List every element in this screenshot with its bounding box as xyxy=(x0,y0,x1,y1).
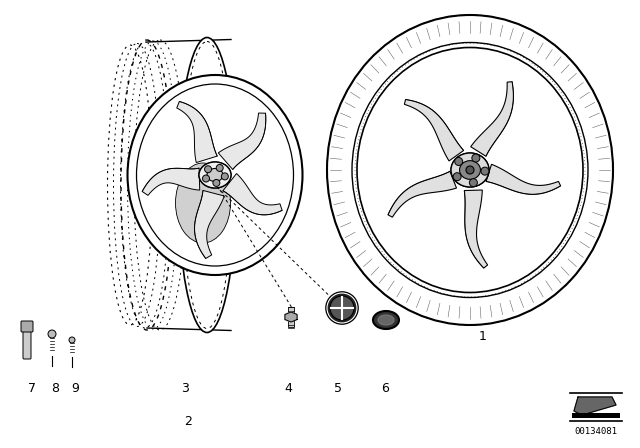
FancyBboxPatch shape xyxy=(572,413,620,418)
Circle shape xyxy=(481,167,489,175)
Text: 1: 1 xyxy=(479,330,487,343)
Polygon shape xyxy=(486,164,561,194)
Ellipse shape xyxy=(207,168,223,181)
Circle shape xyxy=(453,172,461,181)
FancyBboxPatch shape xyxy=(21,321,33,332)
Polygon shape xyxy=(285,312,297,322)
Ellipse shape xyxy=(460,161,481,179)
Circle shape xyxy=(330,296,354,320)
Ellipse shape xyxy=(199,162,231,188)
Text: 6: 6 xyxy=(381,382,389,395)
Circle shape xyxy=(221,173,228,180)
FancyBboxPatch shape xyxy=(23,329,31,359)
Circle shape xyxy=(472,154,480,162)
Circle shape xyxy=(48,330,56,338)
Polygon shape xyxy=(177,101,217,163)
Ellipse shape xyxy=(199,162,231,188)
Text: 9: 9 xyxy=(71,382,79,395)
Circle shape xyxy=(216,164,223,172)
Text: 3: 3 xyxy=(181,382,189,395)
Text: 00134081: 00134081 xyxy=(575,427,618,436)
Ellipse shape xyxy=(327,15,613,325)
FancyBboxPatch shape xyxy=(288,307,294,327)
Polygon shape xyxy=(218,113,266,169)
Ellipse shape xyxy=(352,43,588,297)
Polygon shape xyxy=(388,171,456,217)
Text: 7: 7 xyxy=(28,382,36,395)
Polygon shape xyxy=(574,397,616,415)
Circle shape xyxy=(466,166,474,174)
Circle shape xyxy=(454,157,463,165)
Polygon shape xyxy=(404,99,463,161)
Ellipse shape xyxy=(357,47,583,293)
Text: 2: 2 xyxy=(184,415,192,428)
Circle shape xyxy=(326,292,358,324)
Ellipse shape xyxy=(127,75,303,275)
Text: 5: 5 xyxy=(334,382,342,395)
Polygon shape xyxy=(142,168,200,195)
Ellipse shape xyxy=(175,163,230,243)
Text: 4: 4 xyxy=(284,382,292,395)
Ellipse shape xyxy=(178,38,236,332)
Polygon shape xyxy=(470,82,513,156)
Circle shape xyxy=(469,179,477,187)
Circle shape xyxy=(205,166,212,173)
Circle shape xyxy=(202,175,209,182)
Circle shape xyxy=(213,179,220,186)
Polygon shape xyxy=(195,190,224,258)
Circle shape xyxy=(69,337,75,343)
Text: 8: 8 xyxy=(51,382,59,395)
Ellipse shape xyxy=(451,153,489,187)
Ellipse shape xyxy=(378,315,394,325)
Ellipse shape xyxy=(373,311,399,329)
Ellipse shape xyxy=(451,153,489,187)
Polygon shape xyxy=(223,173,282,215)
Polygon shape xyxy=(464,190,488,268)
